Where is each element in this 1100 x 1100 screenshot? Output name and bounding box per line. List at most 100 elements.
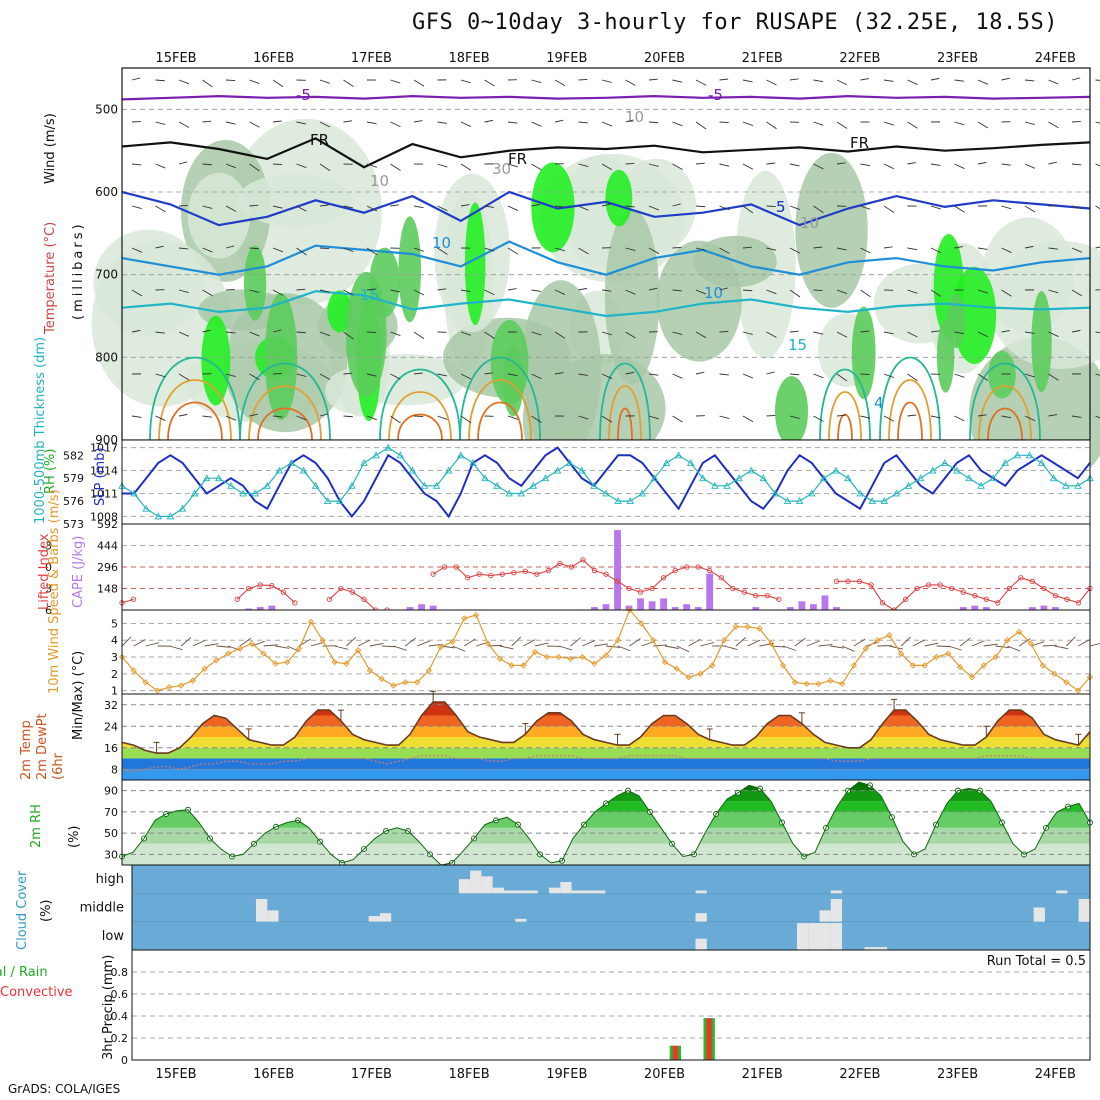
isotherm-line	[121, 137, 1091, 169]
li-marker	[1052, 593, 1059, 599]
cloud-bar	[255, 899, 268, 922]
wind-barb	[1001, 163, 1011, 166]
wind-barb	[225, 121, 236, 125]
wind-barb	[977, 161, 987, 165]
wind-barb	[907, 331, 918, 338]
cloud-row-label: middle	[80, 901, 124, 916]
contour-label: 5	[776, 198, 786, 216]
wind-barb-10m	[700, 642, 714, 647]
wind-speed-marker	[661, 658, 669, 666]
wind-barb	[249, 204, 259, 207]
wind-barb	[742, 331, 753, 335]
rh-area	[544, 354, 666, 463]
cape-bar	[833, 607, 840, 610]
li-marker	[292, 600, 298, 606]
wind-barb	[742, 289, 753, 292]
wind-speed-marker	[1039, 662, 1046, 669]
wind-barb	[977, 121, 989, 129]
warm-isotherm	[879, 356, 941, 441]
bottom-day-label: 15FEB	[155, 1067, 196, 1082]
wind-barb	[1095, 246, 1100, 249]
wind-barb-10m	[535, 642, 549, 647]
wind-barb	[766, 414, 776, 417]
cape-bar	[1052, 607, 1059, 610]
wind-barb	[789, 205, 801, 210]
temp-tick-label: 32	[104, 699, 118, 712]
wind-barb	[789, 247, 801, 254]
isotherm-line	[121, 290, 1091, 318]
cape-tick-label: 148	[97, 583, 118, 596]
li-marker	[707, 567, 713, 574]
wind-barb	[366, 163, 377, 168]
slp-frame	[121, 439, 1091, 525]
li-marker	[879, 600, 886, 606]
wind-speed-marker	[732, 623, 739, 630]
wind-barb	[249, 247, 259, 250]
slp-tick-label: 1014	[90, 465, 118, 478]
wind-barb-10m	[617, 645, 631, 652]
wind-barb	[907, 289, 918, 294]
cape-tick-label: 296	[97, 561, 118, 574]
wind-speed-marker	[626, 606, 633, 614]
wind-barb	[578, 163, 589, 168]
li-marker	[430, 571, 436, 577]
precip-convective-bar	[672, 1045, 678, 1060]
cloud-bar	[379, 913, 392, 922]
wind-barb	[366, 373, 377, 377]
contour-label: 4	[874, 394, 884, 412]
pressure-axis-label: (millibars)	[71, 221, 86, 320]
wind-barb	[672, 289, 682, 292]
wind-barb-10m	[121, 636, 132, 647]
wind-barb	[695, 205, 706, 208]
slp-series-line	[121, 446, 1091, 517]
rh-core	[851, 306, 876, 400]
thickness-marker	[807, 489, 816, 497]
warm-isotherm	[468, 379, 532, 441]
wind-barb-10m	[747, 639, 761, 647]
li-marker	[949, 585, 955, 592]
li-marker	[130, 596, 137, 602]
cloud-panel: high middle low Cloud Cover (%)	[15, 864, 1091, 951]
wind-barb-10m	[1042, 644, 1057, 647]
bottom-day-label: 19FEB	[546, 1067, 587, 1082]
wind-barb	[719, 78, 729, 81]
wind-barb-10m	[145, 642, 160, 647]
wind-barb	[954, 205, 965, 213]
wind-barb	[155, 331, 165, 334]
wind-barb	[343, 79, 354, 87]
rh-band	[122, 801, 1090, 812]
wind-barb	[460, 121, 472, 127]
warm-isotherm	[987, 407, 1023, 441]
wind-barb	[249, 121, 260, 128]
wind-barb	[531, 121, 542, 127]
wind-barb	[131, 120, 141, 123]
top-day-label: 23FEB	[937, 51, 978, 66]
li-marker	[326, 596, 333, 602]
wind-barb	[437, 205, 448, 212]
wind-barb	[343, 415, 353, 418]
wind-barb-10m	[594, 643, 609, 647]
wind-barb	[578, 205, 589, 211]
rh-axis-label: 2m RH	[29, 804, 44, 848]
wind-speed-marker	[1027, 640, 1035, 647]
wind-barb	[977, 247, 988, 250]
wind-barb	[507, 247, 519, 255]
cloud-bar	[830, 899, 843, 922]
wind-barb	[813, 205, 824, 214]
wind-barb-10m	[889, 645, 903, 650]
wind-barb	[178, 79, 190, 85]
wind-barb-10m	[204, 643, 219, 647]
bottom-day-label: 16FEB	[253, 1067, 294, 1082]
wind-barb	[977, 331, 989, 338]
wind-barb-10m	[653, 644, 668, 647]
cape-tick-label: 592	[97, 518, 118, 531]
thickness-marker	[565, 458, 574, 466]
wind-barb	[860, 163, 871, 167]
cloud-bar	[481, 876, 493, 894]
wind-barb	[460, 373, 472, 380]
wind-barb-10m	[1007, 645, 1021, 652]
wind-barb	[1001, 330, 1011, 333]
wind-barb	[1048, 373, 1059, 381]
li-marker	[983, 596, 989, 602]
